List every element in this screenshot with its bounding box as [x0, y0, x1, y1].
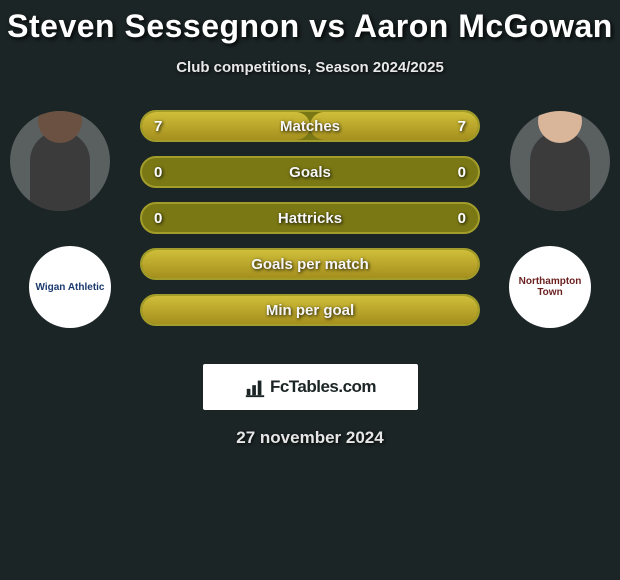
date-line: 27 november 2024: [0, 428, 620, 448]
stat-bar: Hattricks0 0: [140, 202, 480, 234]
stat-bar: Min per goal: [140, 294, 480, 326]
player-silhouette-icon: [530, 131, 590, 211]
club-left-badge: Wigan Athletic: [29, 246, 111, 328]
page-title: Steven Sessegnon vs Aaron McGowan: [0, 0, 620, 45]
stat-value-left: 0: [154, 164, 162, 181]
stat-value-left: 0: [154, 210, 162, 227]
stat-bar: Goals per match: [140, 248, 480, 280]
stat-bars: Matches77Goals00Hattricks00Goals per mat…: [140, 110, 480, 326]
brand-box: FcTables.com: [203, 364, 418, 410]
brand-text: FcTables.com: [270, 377, 376, 397]
stat-value-right: 7: [458, 118, 466, 135]
stat-bar: Matches7 7: [140, 110, 480, 142]
player-right-avatar: [510, 111, 610, 211]
stat-value-right: 0: [458, 210, 466, 227]
stat-value-left: 7: [154, 118, 162, 135]
stat-label: Min per goal: [142, 302, 478, 319]
comparison-panel: Wigan Athletic Northampton Town Matches7…: [0, 106, 620, 346]
stat-label: Matches: [142, 118, 478, 135]
stat-bar: Goals0 0: [140, 156, 480, 188]
club-badge-label: Northampton Town: [509, 276, 591, 298]
player-silhouette-icon: [30, 131, 90, 211]
club-right-badge: Northampton Town: [509, 246, 591, 328]
chart-icon: [244, 376, 266, 398]
stat-label: Goals: [142, 164, 478, 181]
stat-label: Hattricks: [142, 210, 478, 227]
stat-label: Goals per match: [142, 256, 478, 273]
subtitle: Club competitions, Season 2024/2025: [0, 59, 620, 76]
stat-value-right: 0: [458, 164, 466, 181]
player-left-avatar: [10, 111, 110, 211]
club-badge-label: Wigan Athletic: [36, 282, 105, 293]
